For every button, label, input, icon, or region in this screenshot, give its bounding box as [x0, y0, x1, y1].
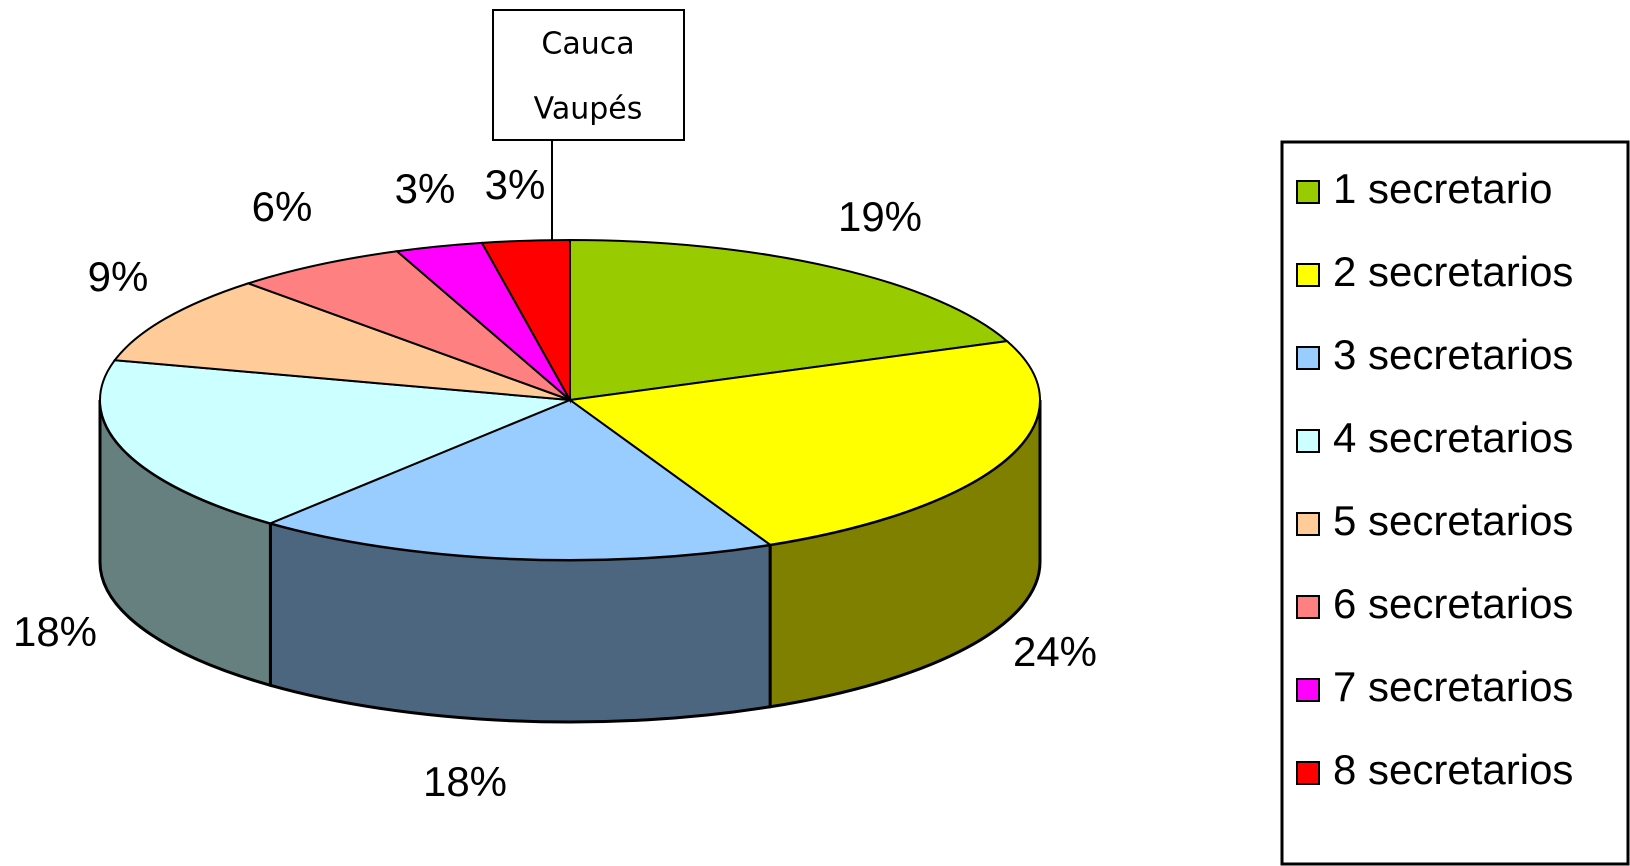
legend-label: 1 secretario [1333, 165, 1552, 212]
legend-label: 6 secretarios [1333, 580, 1573, 627]
data-label: 19% [838, 193, 922, 240]
legend-swatch [1296, 429, 1320, 453]
legend-swatch [1296, 180, 1320, 204]
slice [99, 359, 571, 525]
legend-swatch [1296, 346, 1320, 370]
legend-swatch [1296, 761, 1320, 785]
legend-label: 7 secretarios [1333, 663, 1573, 710]
legend-label: 8 secretarios [1333, 746, 1573, 793]
legend-label: 2 secretarios [1333, 248, 1573, 295]
slice [480, 238, 571, 404]
legend-box [1280, 140, 1630, 866]
data-label: 9% [88, 253, 149, 300]
legend-label: 4 secretarios [1333, 414, 1573, 461]
legend-label: 5 secretarios [1333, 497, 1573, 544]
data-label: 18% [13, 608, 97, 655]
legend-swatch [1296, 595, 1320, 619]
legend-label: 3 secretarios [1333, 331, 1573, 378]
data-label: 3% [395, 165, 456, 212]
legend-swatch [1296, 678, 1320, 702]
slice [245, 250, 571, 401]
data-label: 18% [423, 758, 507, 805]
annotation-box [492, 9, 685, 141]
data-label: 3% [485, 161, 546, 208]
annotation-text: Vaupés [534, 92, 643, 127]
slice [567, 340, 1041, 546]
slice [112, 282, 571, 401]
annotation-text: Cauca [541, 27, 634, 62]
legend-swatch [1296, 512, 1320, 536]
legend-swatch [1296, 263, 1320, 287]
data-label: 24% [1013, 628, 1097, 675]
data-label: 6% [252, 183, 313, 230]
slice [267, 398, 773, 561]
slice [569, 238, 1010, 402]
